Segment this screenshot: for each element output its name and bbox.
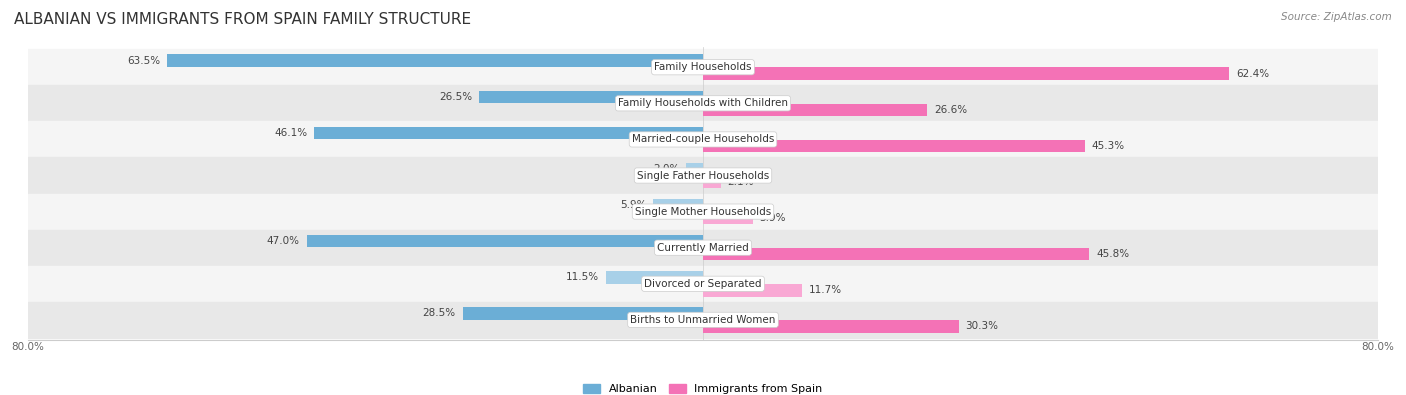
Bar bbox=[28, 266, 1378, 302]
Text: 62.4%: 62.4% bbox=[1236, 69, 1270, 79]
Text: 46.1%: 46.1% bbox=[274, 128, 308, 138]
Bar bbox=[28, 49, 1378, 85]
Bar bbox=[703, 68, 1229, 80]
Bar bbox=[606, 271, 703, 284]
Bar bbox=[703, 320, 959, 333]
Bar bbox=[28, 158, 1378, 194]
Text: 5.9%: 5.9% bbox=[759, 213, 786, 223]
Bar bbox=[314, 127, 703, 139]
Text: 5.9%: 5.9% bbox=[620, 200, 647, 210]
Bar bbox=[703, 284, 801, 297]
Bar bbox=[463, 307, 703, 320]
Bar bbox=[28, 302, 1378, 338]
Text: 30.3%: 30.3% bbox=[966, 322, 998, 331]
Text: 28.5%: 28.5% bbox=[423, 308, 456, 318]
Text: Divorced or Separated: Divorced or Separated bbox=[644, 279, 762, 289]
Bar bbox=[167, 55, 703, 67]
Bar bbox=[28, 121, 1378, 158]
Text: Currently Married: Currently Married bbox=[657, 243, 749, 253]
Bar bbox=[703, 139, 1085, 152]
Bar bbox=[28, 85, 1378, 121]
Text: Family Households with Children: Family Households with Children bbox=[619, 98, 787, 108]
Bar bbox=[703, 248, 1090, 260]
Bar bbox=[28, 194, 1378, 229]
Text: Single Mother Households: Single Mother Households bbox=[636, 207, 770, 216]
Text: Single Father Households: Single Father Households bbox=[637, 171, 769, 181]
Text: 45.8%: 45.8% bbox=[1097, 249, 1129, 259]
Text: Births to Unmarried Women: Births to Unmarried Women bbox=[630, 315, 776, 325]
Text: 26.5%: 26.5% bbox=[440, 92, 472, 102]
Bar bbox=[28, 229, 1378, 266]
Text: 11.7%: 11.7% bbox=[808, 285, 842, 295]
Bar bbox=[307, 235, 703, 248]
Text: 45.3%: 45.3% bbox=[1092, 141, 1125, 151]
Legend: Albanian, Immigrants from Spain: Albanian, Immigrants from Spain bbox=[579, 379, 827, 395]
Text: 2.0%: 2.0% bbox=[652, 164, 679, 174]
Text: 47.0%: 47.0% bbox=[267, 236, 299, 246]
Text: 2.1%: 2.1% bbox=[727, 177, 754, 187]
Text: Family Households: Family Households bbox=[654, 62, 752, 72]
Text: Married-couple Households: Married-couple Households bbox=[631, 134, 775, 145]
Bar bbox=[703, 103, 928, 116]
Bar bbox=[479, 90, 703, 103]
Bar bbox=[686, 163, 703, 175]
Text: 63.5%: 63.5% bbox=[128, 56, 160, 66]
Bar bbox=[654, 199, 703, 211]
Text: 11.5%: 11.5% bbox=[567, 272, 599, 282]
Text: ALBANIAN VS IMMIGRANTS FROM SPAIN FAMILY STRUCTURE: ALBANIAN VS IMMIGRANTS FROM SPAIN FAMILY… bbox=[14, 12, 471, 27]
Text: 26.6%: 26.6% bbox=[934, 105, 967, 115]
Bar bbox=[703, 176, 721, 188]
Bar bbox=[703, 212, 752, 224]
Text: Source: ZipAtlas.com: Source: ZipAtlas.com bbox=[1281, 12, 1392, 22]
